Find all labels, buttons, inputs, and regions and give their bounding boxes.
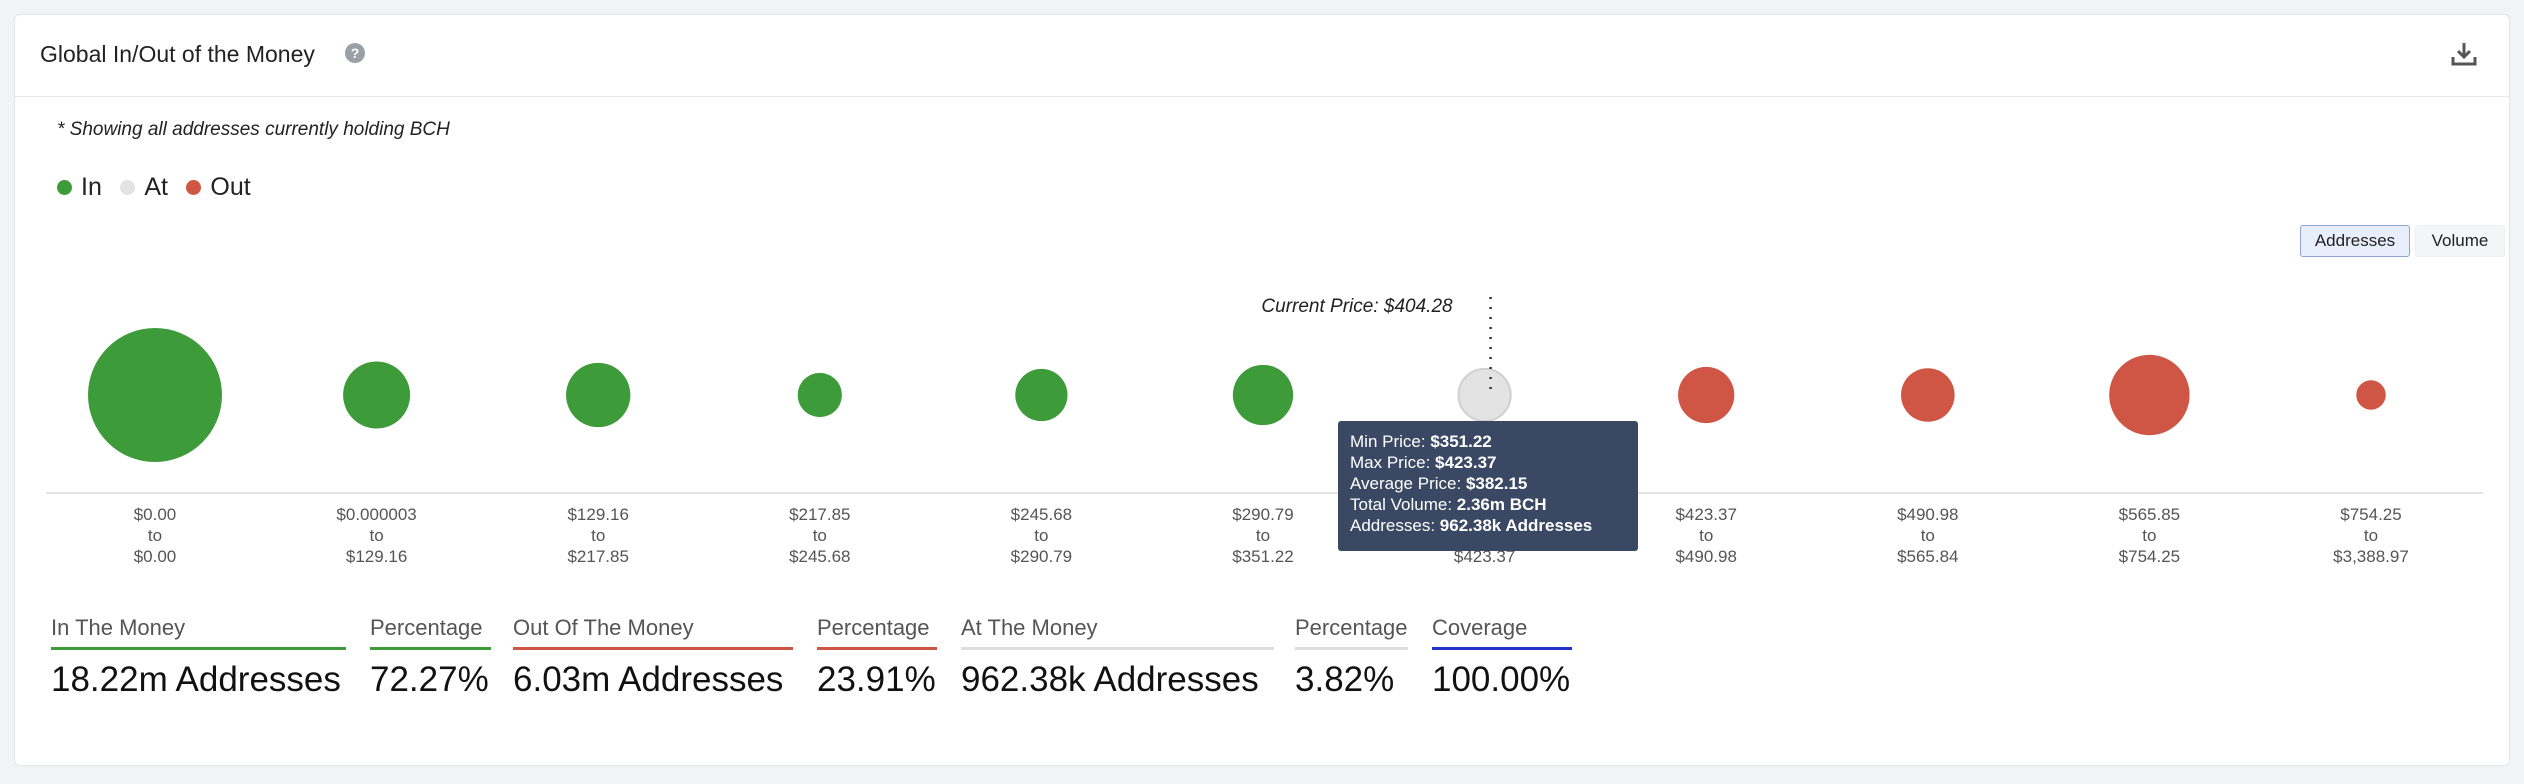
legend: In At Out bbox=[57, 173, 265, 203]
stat-underline bbox=[513, 647, 793, 650]
bubble-out bbox=[2356, 380, 2386, 410]
bubble-chart: $0.00 to $0.00 $0.000003 to $129.16 $129.16 to $… bbox=[46, 296, 2483, 566]
stat-value: 72.27% bbox=[370, 660, 489, 699]
bubble-in bbox=[88, 328, 222, 462]
tick-label: $245.68 bbox=[1011, 505, 1072, 524]
tick-label: to bbox=[2142, 526, 2156, 545]
tick-label: $565.84 bbox=[1897, 547, 1958, 566]
stat-label: In The Money bbox=[51, 615, 186, 640]
stat-underline bbox=[370, 647, 491, 650]
legend-item-in[interactable]: In bbox=[57, 173, 102, 202]
tick-label: $565.85 bbox=[2119, 505, 2180, 524]
legend-label-at: At bbox=[144, 173, 168, 201]
bubble-in bbox=[343, 361, 411, 429]
stat-label: Percentage bbox=[1295, 615, 1408, 640]
stat-at-percentage: Percentage 3.82% bbox=[1295, 615, 1408, 700]
download-icon[interactable] bbox=[2449, 39, 2479, 69]
tick-label: $129.16 bbox=[567, 505, 628, 524]
legend-item-out[interactable]: Out bbox=[186, 173, 251, 202]
tick-label: $0.00 bbox=[134, 547, 177, 566]
card-title: Global In/Out of the Money bbox=[40, 41, 315, 67]
tick-label: $290.79 bbox=[1011, 547, 1072, 566]
stat-underline bbox=[51, 647, 346, 650]
tick-label: to bbox=[1921, 526, 1935, 545]
tick-label: $490.98 bbox=[1897, 505, 1958, 524]
bubble-out bbox=[1678, 366, 1735, 424]
tick-label: $351.22 bbox=[1232, 547, 1293, 566]
stat-label: Coverage bbox=[1432, 615, 1528, 640]
bubble-in bbox=[797, 372, 842, 418]
legend-label-out: Out bbox=[210, 173, 251, 201]
tick-label: $129.16 bbox=[346, 547, 407, 566]
tick-label: $423.37 bbox=[1454, 547, 1515, 566]
help-icon[interactable]: ? bbox=[345, 43, 365, 63]
bubble-in bbox=[1232, 364, 1294, 426]
stat-value: 6.03m Addresses bbox=[513, 660, 784, 699]
stat-out-of-the-money: Out Of The Money 6.03m Addresses bbox=[513, 615, 793, 700]
stat-in-percentage: Percentage 72.27% bbox=[370, 615, 491, 700]
iomap-card: Global In/Out of the Money ? * Showing a… bbox=[14, 14, 2510, 766]
stat-underline bbox=[961, 647, 1274, 650]
tick-label: $0.00 bbox=[134, 505, 177, 524]
stat-underline bbox=[1295, 647, 1408, 650]
tick-label: $423.37 bbox=[1675, 505, 1736, 524]
tick-label: $290.79 bbox=[1232, 505, 1293, 524]
tick-label: to bbox=[591, 526, 605, 545]
tick-label: $490.98 bbox=[1675, 547, 1736, 566]
legend-dot-out bbox=[186, 180, 202, 195]
stat-label: Percentage bbox=[817, 615, 930, 640]
stat-at-the-money: At The Money 962.38k Addresses bbox=[961, 615, 1274, 700]
current-price-label: Current Price: $404.28 bbox=[1261, 296, 1453, 317]
tick-label: $3,388.97 bbox=[2333, 547, 2409, 566]
legend-item-at[interactable]: At bbox=[120, 173, 168, 202]
tick-label: $217.85 bbox=[567, 547, 628, 566]
tooltip-addresses: Addresses: 962.38k Addresses bbox=[1350, 516, 1593, 535]
stat-out-percentage: Percentage 23.91% bbox=[817, 615, 937, 700]
tick-label: to bbox=[1256, 526, 1270, 545]
tooltip-avg: Average Price: $382.15 bbox=[1350, 474, 1528, 493]
stat-value: 18.22m Addresses bbox=[51, 660, 341, 699]
subtitle: * Showing all addresses currently holdin… bbox=[57, 119, 450, 140]
bubble-in bbox=[566, 362, 631, 428]
bubble-in bbox=[1015, 368, 1068, 422]
tick-label: to bbox=[370, 526, 384, 545]
tooltip-min: Min Price: $351.22 bbox=[1350, 432, 1492, 451]
stat-label: Percentage bbox=[370, 615, 483, 640]
stat-underline bbox=[817, 647, 937, 650]
volume-toggle-button[interactable]: Volume bbox=[2415, 225, 2505, 257]
stat-label: Out Of The Money bbox=[513, 615, 694, 640]
legend-dot-in bbox=[57, 180, 72, 195]
tick-label: $0.000003 bbox=[336, 505, 416, 524]
bubble-out bbox=[2109, 354, 2190, 436]
legend-label-in: In bbox=[81, 173, 102, 201]
tick-label: $754.25 bbox=[2119, 547, 2180, 566]
stat-value: 962.38k Addresses bbox=[961, 660, 1259, 699]
legend-dot-at bbox=[120, 180, 136, 195]
tick-label: $217.85 bbox=[789, 505, 850, 524]
tooltip-volume: Total Volume: 2.36m BCH bbox=[1350, 495, 1547, 514]
bubble-out bbox=[1901, 368, 1955, 422]
tick-label: to bbox=[148, 526, 162, 545]
tick-label: to bbox=[1034, 526, 1048, 545]
tick-label: $754.25 bbox=[2340, 505, 2401, 524]
stat-value: 3.82% bbox=[1295, 660, 1395, 699]
tick-label: $245.68 bbox=[789, 547, 850, 566]
stat-in-the-money: In The Money 18.22m Addresses bbox=[51, 615, 346, 700]
tooltip: Min Price: $351.22 Max Price: $423.37 Av… bbox=[1338, 421, 1638, 551]
stat-label: At The Money bbox=[961, 615, 1098, 640]
stat-value: 100.00% bbox=[1432, 660, 1571, 699]
addresses-toggle-button[interactable]: Addresses bbox=[2300, 225, 2410, 257]
stat-underline bbox=[1432, 647, 1572, 650]
tick-label: to bbox=[813, 526, 827, 545]
stat-coverage: Coverage 100.00% bbox=[1432, 615, 1572, 700]
bubble-at bbox=[1457, 367, 1512, 423]
card-header: Global In/Out of the Money ? bbox=[15, 15, 2509, 97]
tick-label: to bbox=[1699, 526, 1713, 545]
stat-value: 23.91% bbox=[817, 660, 936, 699]
tooltip-max: Max Price: $423.37 bbox=[1350, 453, 1497, 472]
tick-label: to bbox=[2364, 526, 2378, 545]
